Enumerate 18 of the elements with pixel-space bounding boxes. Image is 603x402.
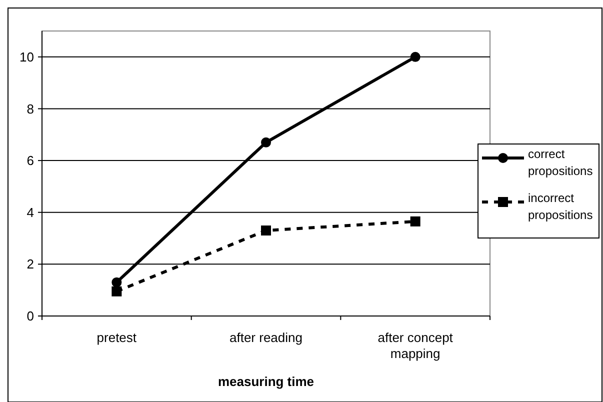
y-tick-label: 8 [26, 101, 34, 116]
y-tick-label: 0 [26, 308, 34, 324]
y-tick-label: 4 [26, 204, 34, 220]
point [112, 286, 122, 296]
y-tick-label: 10 [20, 49, 34, 64]
point [261, 137, 271, 148]
legend-label: correct propositions [528, 147, 593, 178]
y-tick-label: 2 [26, 256, 34, 272]
point [261, 226, 271, 236]
x-tick-label: after reading [230, 330, 302, 345]
point [112, 277, 122, 288]
legend-label: incorrect propositions [528, 191, 593, 222]
point [410, 216, 420, 226]
point [410, 52, 420, 62]
y-tick-label: 6 [26, 153, 34, 168]
x-axis-title: measuring time [218, 374, 314, 389]
x-tick-label: after concept mapping [378, 330, 454, 361]
x-tick-label: pretest [96, 330, 137, 345]
